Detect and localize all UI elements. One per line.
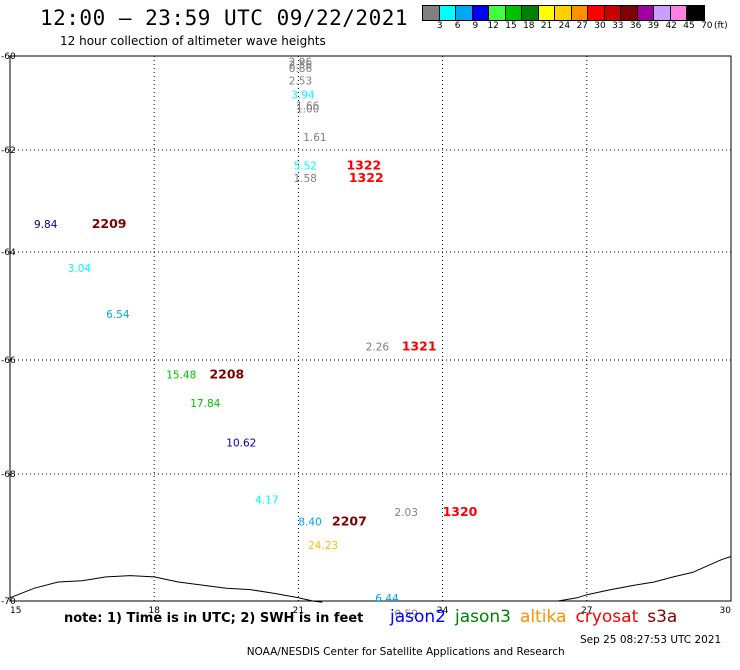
scale-swatch — [555, 6, 572, 20]
coastline-west — [9, 575, 323, 603]
wave-height-value: 2.26 — [366, 342, 390, 354]
lat-tick-label: -66 — [1, 356, 16, 366]
scale-label: 24 — [558, 21, 571, 31]
scale-swatch — [621, 6, 638, 20]
scale-label: 15 — [505, 21, 517, 31]
wave-height-value: 2.53 — [289, 75, 312, 87]
wave-height-value: 3.94 — [291, 90, 315, 102]
coastline-east — [557, 556, 732, 602]
lat-tick-label: -70 — [1, 597, 16, 607]
scale-swatch — [489, 6, 506, 20]
lat-tick-label: -68 — [1, 470, 16, 480]
scale-swatch — [538, 6, 555, 20]
wave-height-value: 9.84 — [34, 219, 58, 231]
color-scale-bar — [422, 5, 705, 21]
satellite-legend-item: altika — [520, 607, 567, 627]
map-grid — [10, 56, 731, 601]
scale-label: 3 — [436, 21, 443, 31]
footer: NOAA/NESDIS Center for Satellite Applica… — [240, 634, 722, 670]
scale-label: 6 — [454, 21, 461, 31]
wave-height-value: 6.54 — [106, 309, 130, 321]
pass-time-label: 1321 — [402, 339, 437, 354]
map-frame — [9, 55, 732, 602]
scale-swatch — [670, 6, 687, 20]
wave-height-value: 0.59 — [395, 609, 418, 621]
wave-height-value: 1.61 — [303, 132, 326, 144]
wave-height-value: 2.03 — [395, 507, 418, 519]
note-text: note: 1) Time is in UTC; 2) SWH is in fe… — [64, 611, 364, 626]
scale-swatch — [423, 6, 440, 20]
lat-tick-label: -60 — [1, 52, 16, 62]
wave-height-value: 15.48 — [166, 369, 196, 381]
scale-swatch — [637, 6, 654, 20]
scale-label: 18 — [523, 21, 535, 31]
scale-swatch — [571, 6, 588, 20]
pass-time-label: 2208 — [209, 366, 244, 381]
lon-tick-label: 18 — [148, 606, 160, 616]
scale-swatch — [687, 6, 704, 20]
wave-height-value: 4.17 — [255, 494, 278, 506]
lon-tick-label: 30 — [720, 606, 732, 616]
color-scale-labels: 3 6 9 12 15 18 21 24 27 30 33 36 39 42 45 70 (ft) — [422, 21, 740, 35]
wave-height-value: 6.44 — [375, 593, 399, 605]
wave-height-value: 1.00 — [296, 104, 319, 116]
scale-label: 42 — [665, 21, 677, 31]
scale-unit: (ft) — [714, 21, 728, 31]
scale-swatch — [604, 6, 621, 20]
lon-tick-label: 27 — [581, 606, 592, 616]
scale-swatch — [588, 6, 605, 20]
lat-tick-label: -62 — [1, 146, 16, 156]
footer-timestamp: Sep 25 08:27:53 UTC 2021 — [580, 634, 722, 646]
lon-tick-label: 15 — [10, 606, 21, 616]
page-subtitle: 12 hour collection of altimeter wave hei… — [60, 34, 326, 48]
scale-label: 45 — [683, 21, 695, 31]
pass-time-label: 2209 — [92, 216, 127, 231]
footer-credit: NOAA/NESDIS Center for Satellite Applica… — [246, 646, 565, 658]
scale-label: 21 — [540, 21, 553, 31]
scale-label: 33 — [612, 21, 624, 31]
satellite-legend-item: jason2 — [390, 607, 446, 627]
pass-time-label: 1320 — [443, 504, 478, 519]
satellite-legend-item: jason3 — [455, 607, 511, 627]
wave-height-value: 5.52 — [294, 160, 317, 172]
wave-height-value: 24.23 — [308, 540, 338, 552]
satellite-legend-item: s3a — [647, 607, 678, 627]
scale-swatch — [654, 6, 671, 20]
wave-height-value: 1.66 — [296, 100, 320, 112]
wave-height-value: 17.84 — [190, 398, 220, 410]
lat-tick-label: -64 — [1, 248, 16, 258]
lon-tick-label: 24 — [437, 606, 449, 616]
scale-label: 39 — [647, 21, 660, 31]
wave-height-value: 1.58 — [294, 173, 317, 185]
wave-height-value: 8.40 — [298, 517, 321, 529]
wave-height-value: 2.56 — [289, 59, 313, 71]
scale-swatch — [505, 6, 522, 20]
wave-height-value: 10.62 — [226, 438, 256, 450]
pass-time-label: 2207 — [332, 514, 367, 529]
scale-label: 12 — [487, 21, 499, 31]
wave-height-values: 2.962.560.862.53 3.941.661.00 1.61 5.521.58… — [34, 57, 418, 621]
scale-label: 9 — [472, 21, 479, 31]
pass-time-label: 1322 — [349, 170, 384, 185]
scale-swatch — [439, 6, 456, 20]
scale-swatch — [522, 6, 539, 20]
scale-label: 36 — [629, 21, 642, 31]
lon-tick-label: 21 — [293, 606, 304, 616]
scale-label: 30 — [594, 21, 606, 31]
satellite-legend: jason2 jason3 altika cryosat s3a — [390, 607, 686, 627]
wave-height-value: 2.96 — [289, 57, 313, 69]
satellite-legend-item: cryosat — [575, 607, 639, 627]
scale-swatch — [472, 6, 489, 20]
pass-time-label: 1322 — [346, 157, 381, 172]
wave-height-value: 3.04 — [68, 263, 92, 275]
wave-height-value: 0.86 — [289, 63, 313, 75]
scale-label: 70 — [701, 21, 713, 31]
scale-label: 27 — [576, 21, 588, 31]
scale-swatch — [456, 6, 473, 20]
page-title: 12:00 — 23:59 UTC 09/22/2021 — [40, 6, 409, 30]
